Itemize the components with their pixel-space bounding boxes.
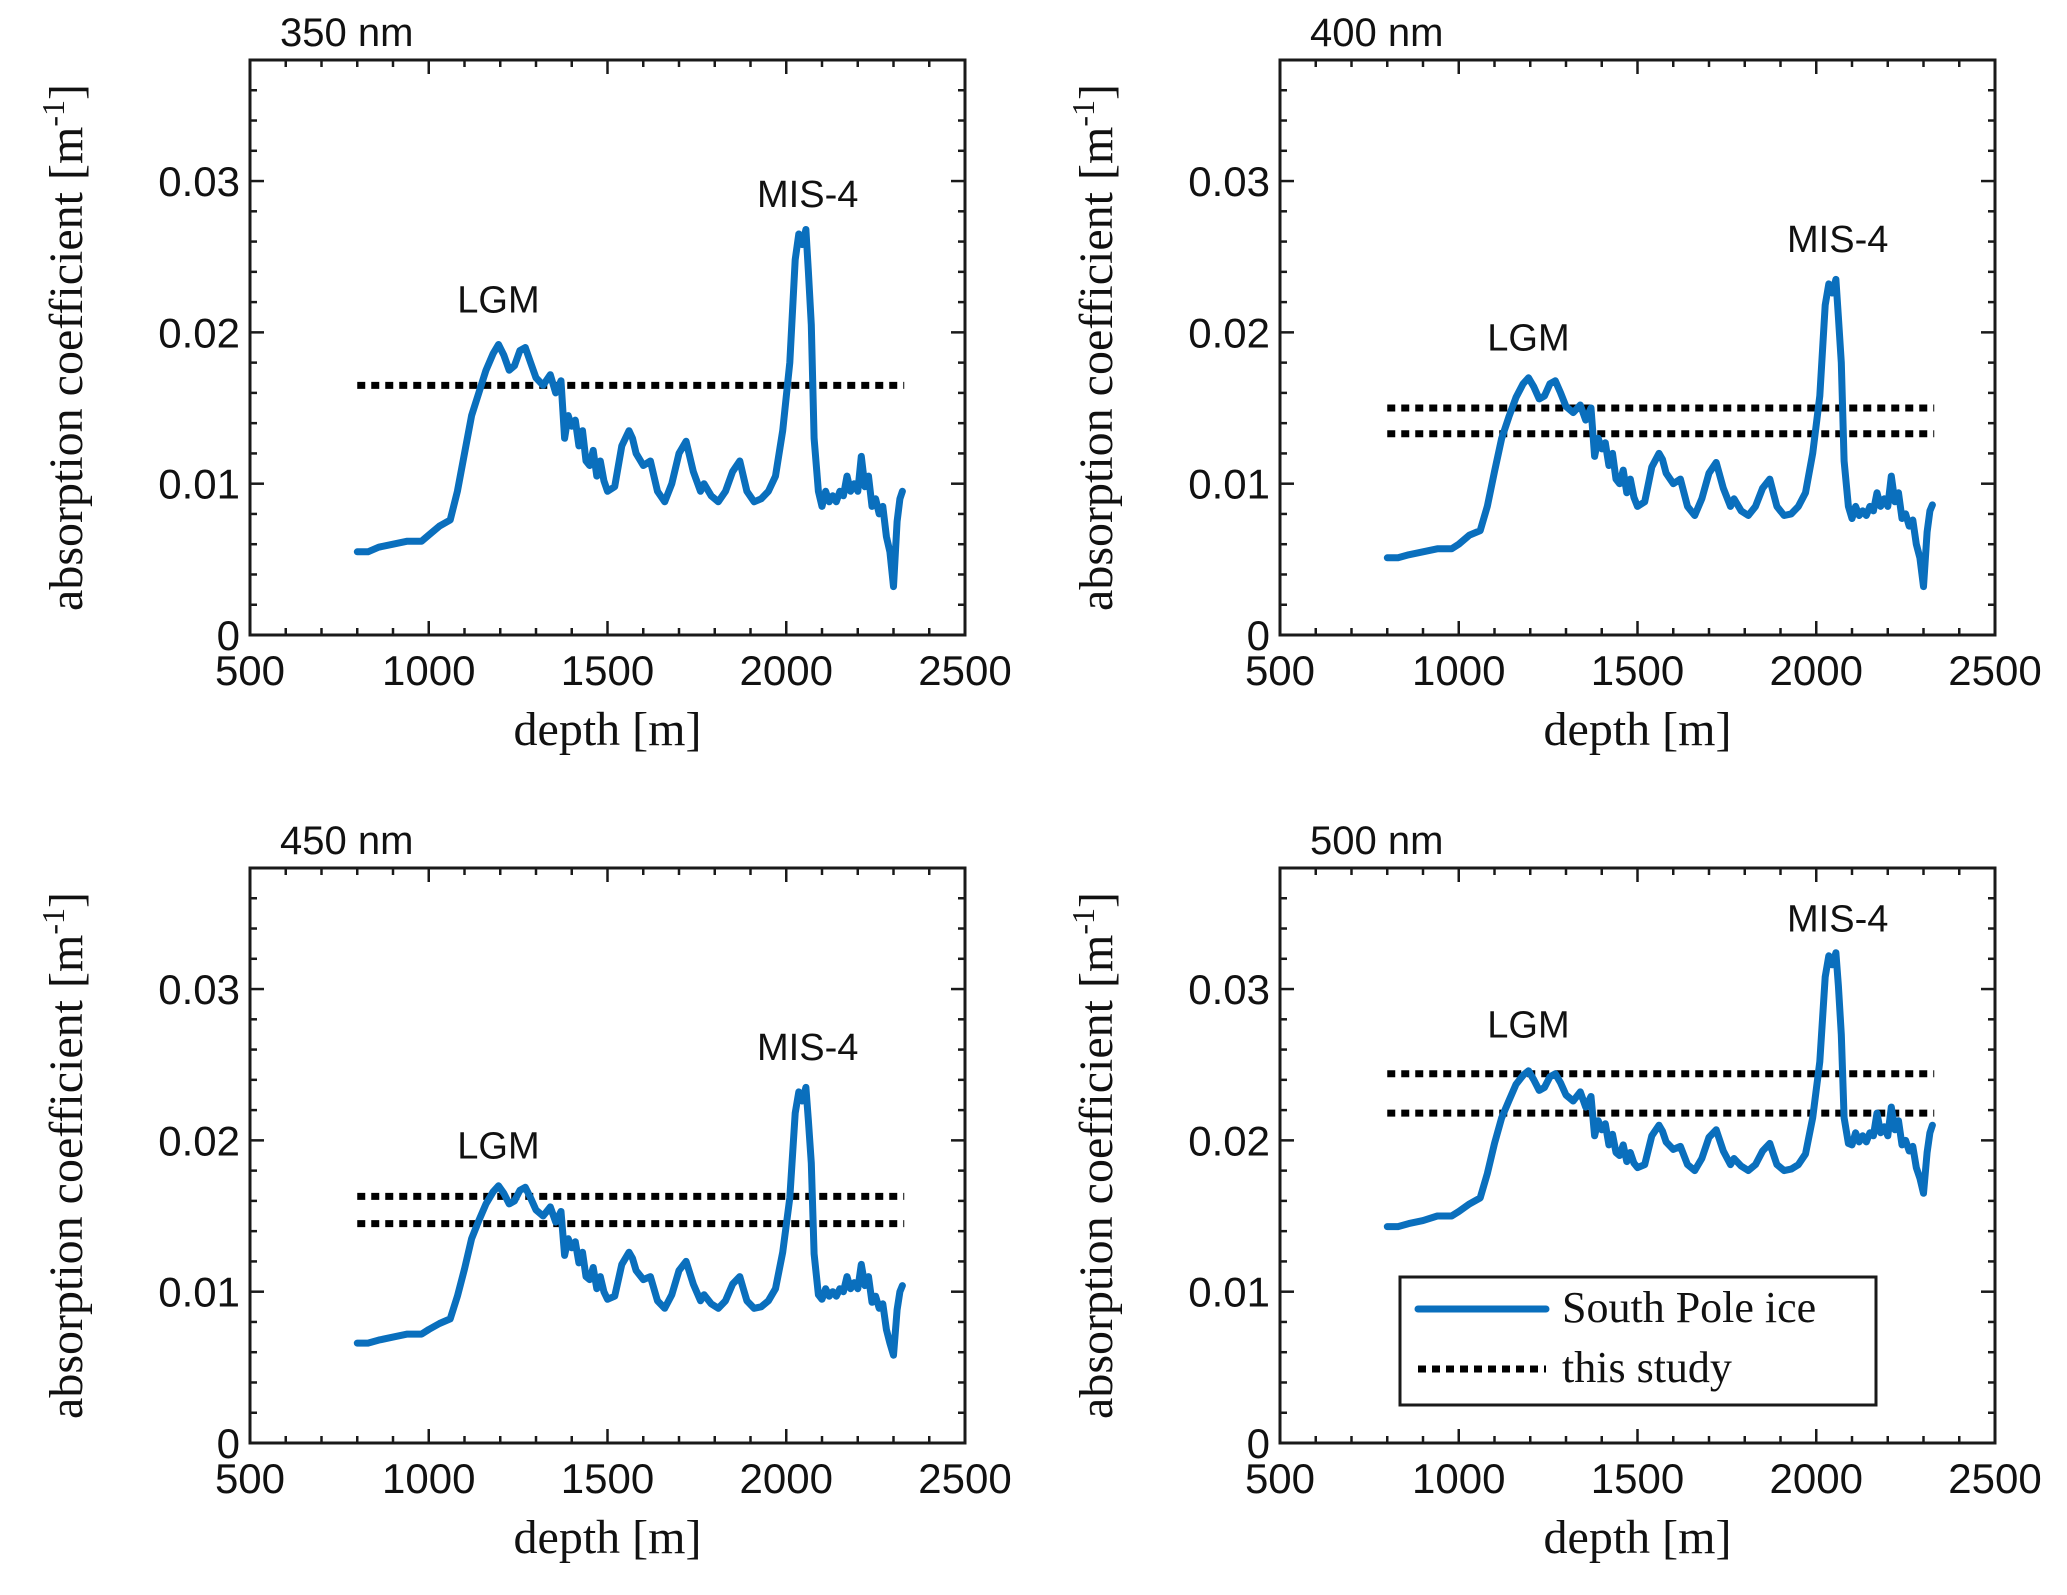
annotation-mis-4: MIS-4 xyxy=(1787,219,1888,261)
south-pole-ice-line xyxy=(353,1083,906,1359)
y-tick-label: 0 xyxy=(1247,612,1270,659)
y-axis-label: absorption coefficient [m-1] xyxy=(35,84,93,611)
y-tick-label: 0.01 xyxy=(158,1269,240,1316)
x-tick-label: 1000 xyxy=(382,1455,475,1502)
panel-title: 400 nm xyxy=(1310,11,1443,55)
x-tick-label: 1000 xyxy=(1412,647,1505,694)
south-pole-ice-line xyxy=(1383,275,1936,591)
x-tick-label: 500 xyxy=(215,647,285,694)
y-axis-label: absorption coefficient [m-1] xyxy=(1065,892,1123,1419)
x-tick-label: 2500 xyxy=(1948,1455,2041,1502)
y-tick-label: 0.02 xyxy=(1188,309,1270,356)
panel-500-nm: 500 1000 1500 2000 2500 0 0.01 0.02 0.03 500 nm de… xyxy=(1065,819,2042,1564)
x-tick-label: 1500 xyxy=(561,1455,654,1502)
y-tick-label: 0.01 xyxy=(1188,1269,1270,1316)
south-pole-ice-line xyxy=(353,226,906,591)
annotation-lgm: LGM xyxy=(457,280,539,322)
annotation-lgm: LGM xyxy=(1487,1004,1569,1046)
annotation-mis-4: MIS-4 xyxy=(757,174,858,216)
x-tick-label: 1500 xyxy=(561,647,654,694)
panel-title: 500 nm xyxy=(1310,819,1443,863)
panel-450-nm: 500 1000 1500 2000 2500 0 0.01 0.02 0.03 450 nm de… xyxy=(35,819,1012,1564)
y-tick-label: 0 xyxy=(217,612,240,659)
y-tick-label: 0.03 xyxy=(158,966,240,1013)
y-tick-label: 0 xyxy=(217,1420,240,1467)
x-axis-label: depth [m] xyxy=(1544,703,1732,756)
plot-frame xyxy=(1278,58,1997,637)
x-tick-label: 1000 xyxy=(382,647,475,694)
x-tick-label: 2000 xyxy=(1770,1455,1863,1502)
x-tick-label: 500 xyxy=(1245,647,1315,694)
y-tick-label: 0.02 xyxy=(1188,1117,1270,1164)
legend-box xyxy=(1398,1275,1878,1407)
y-tick-label: 0 xyxy=(1247,1420,1270,1467)
x-tick-label: 500 xyxy=(1245,1455,1315,1502)
panel-350-nm: 500 1000 1500 2000 2500 0 0.01 0.02 0.03 350 nm de… xyxy=(35,11,1012,756)
legend-this-study-label: this study xyxy=(1562,1343,1732,1392)
x-tick-label: 2500 xyxy=(918,1455,1011,1502)
y-tick-label: 0.03 xyxy=(158,158,240,205)
x-tick-label: 2000 xyxy=(740,1455,833,1502)
y-axis-label: absorption coefficient [m-1] xyxy=(35,892,93,1419)
annotation-lgm: LGM xyxy=(1487,318,1569,360)
legend: South Pole ice this study xyxy=(1398,1275,1878,1407)
panel-400-nm: 500 1000 1500 2000 2500 0 0.01 0.02 0.03 400 nm de… xyxy=(1065,11,2042,756)
panel-title: 450 nm xyxy=(280,819,413,863)
plot-frame xyxy=(248,866,967,1445)
y-tick-label: 0.02 xyxy=(158,309,240,356)
x-axis-label: depth [m] xyxy=(514,703,702,756)
legend-south-pole-label: South Pole ice xyxy=(1562,1283,1816,1332)
y-tick-label: 0.03 xyxy=(1188,966,1270,1013)
y-tick-label: 0.01 xyxy=(158,461,240,508)
south-pole-ice-line xyxy=(1383,949,1936,1231)
y-tick-label: 0.01 xyxy=(1188,461,1270,508)
x-tick-label: 1500 xyxy=(1591,1455,1684,1502)
y-tick-label: 0.02 xyxy=(158,1117,240,1164)
panel-title: 350 nm xyxy=(280,11,413,55)
annotation-lgm: LGM xyxy=(457,1126,539,1168)
y-tick-label: 0.03 xyxy=(1188,158,1270,205)
x-tick-label: 2500 xyxy=(918,647,1011,694)
annotation-mis-4: MIS-4 xyxy=(757,1027,858,1069)
x-axis-label: depth [m] xyxy=(514,1511,702,1564)
annotation-mis-4: MIS-4 xyxy=(1787,899,1888,941)
x-tick-label: 2000 xyxy=(1770,647,1863,694)
x-tick-label: 500 xyxy=(215,1455,285,1502)
x-tick-label: 1000 xyxy=(1412,1455,1505,1502)
x-tick-label: 1500 xyxy=(1591,647,1684,694)
x-tick-label: 2500 xyxy=(1948,647,2041,694)
y-axis-label: absorption coefficient [m-1] xyxy=(1065,84,1123,611)
x-axis-label: depth [m] xyxy=(1544,1511,1732,1564)
x-tick-label: 2000 xyxy=(740,647,833,694)
